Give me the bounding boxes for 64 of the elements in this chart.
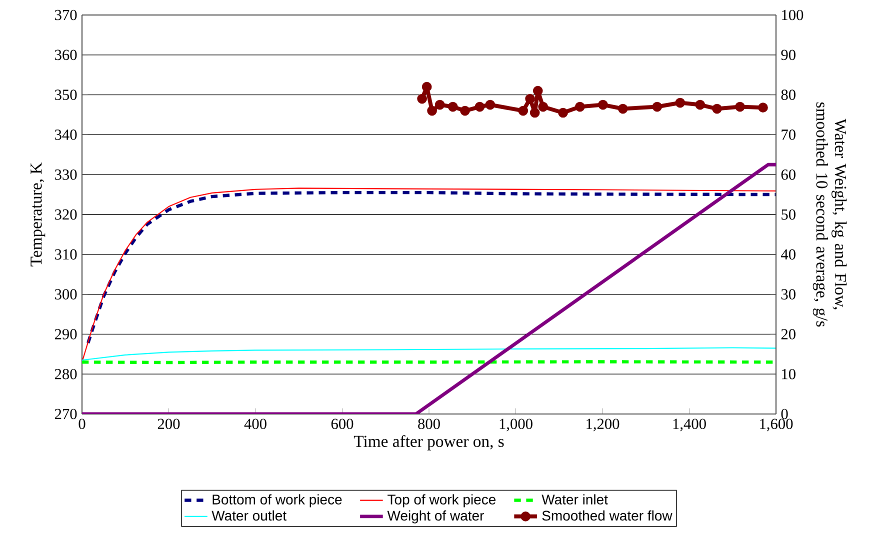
point [558, 108, 568, 118]
x-tick-label: 1,200 [586, 418, 620, 432]
y2-tick-label: 70 [782, 130, 796, 140]
x-tick-label: 200 [158, 418, 180, 430]
point [530, 108, 540, 118]
y2-tick-label: 20 [781, 329, 796, 340]
point [427, 106, 437, 116]
x-axis-title: Time after power on, s [354, 435, 504, 450]
legend-label: Bottom of work piece [212, 494, 342, 508]
point [485, 100, 496, 110]
y2-tick-label: 40 [781, 249, 796, 260]
y-tick-label: 310 [55, 249, 77, 260]
legend-label: Smoothed water flow [542, 510, 672, 521]
point [575, 102, 585, 112]
point [525, 94, 535, 104]
y-tick-label: 340 [55, 130, 77, 140]
line-series [82, 347, 776, 361]
x-tick-label: 1,000 [500, 418, 532, 432]
point [518, 106, 528, 116]
point [675, 98, 686, 108]
y2-tick-label: 100 [782, 10, 804, 20]
point [448, 102, 458, 112]
point [712, 104, 722, 114]
point [417, 94, 427, 104]
y2-tick-label: 10 [782, 368, 796, 380]
x-tick-label: 0 [78, 418, 86, 430]
y2-tick-label: 30 [781, 289, 796, 300]
x-tick-label: 400 [244, 418, 266, 430]
y-tick-label: 320 [55, 209, 77, 220]
y-tick-label: 270 [54, 408, 77, 420]
y2-tick-label: 90 [781, 50, 796, 60]
y2-tick-label: 80 [781, 90, 796, 100]
legend-label: Top of work piece [388, 494, 496, 508]
y-tick-label: 300 [55, 289, 77, 300]
point [538, 102, 548, 112]
point [598, 100, 608, 110]
point [532, 86, 543, 96]
y-tick-label: 280 [54, 368, 77, 380]
y-tick-label: 330 [55, 169, 77, 180]
x-tick-label: 800 [418, 418, 440, 430]
y2-tick-label: 0 [781, 408, 788, 420]
legend-label: Weight of water [387, 510, 484, 524]
legend-label: Water outlet [212, 510, 286, 521]
y2-axis-title: Water Weight, kg and Flow, smoothed 10 second average, g/s [812, 102, 847, 327]
y-tick-label: 370 [55, 10, 77, 20]
y-tick-label: 290 [54, 329, 77, 340]
point [618, 104, 628, 114]
x-tick-label: 600 [331, 418, 354, 430]
point [695, 100, 706, 110]
y-tick-label: 360 [55, 50, 77, 60]
point [758, 102, 768, 112]
x-tick-label: 1,600 [760, 418, 793, 432]
point [474, 102, 485, 112]
point [652, 102, 662, 112]
y2-tick-label: 60 [781, 169, 796, 180]
x-tick-label: 1,400 [673, 418, 706, 432]
y-axis-title: Temperature, K [30, 162, 46, 266]
legend-label: Water inlet [542, 494, 608, 505]
point [460, 106, 470, 116]
y2-tick-label: 50 [782, 209, 796, 220]
point [434, 100, 445, 110]
point [735, 102, 745, 112]
y-tick-label: 350 [55, 90, 77, 100]
point [422, 82, 432, 92]
